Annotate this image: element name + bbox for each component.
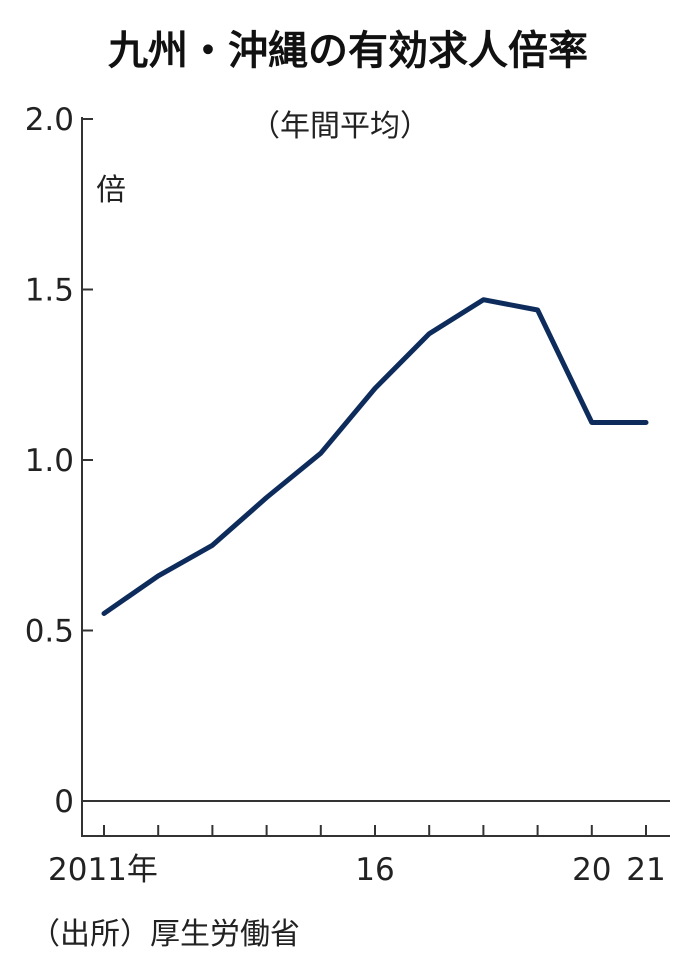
y-tick-label: 1.0 bbox=[25, 443, 74, 479]
x-tick-label: 20 bbox=[572, 852, 611, 888]
y-tick-label: 0.5 bbox=[25, 614, 74, 650]
y-axis-ticks: 0 0.5 1.0 1.5 2.0 bbox=[25, 102, 93, 820]
y-tick-label: 2.0 bbox=[25, 102, 74, 138]
x-tick-label: 2011年 bbox=[48, 852, 158, 888]
series-line-0 bbox=[101, 297, 649, 616]
chart-subtitle: （年間平均） bbox=[250, 109, 430, 144]
axis-frame bbox=[81, 117, 670, 837]
x-tick-label: 21 bbox=[626, 852, 665, 888]
chart-title: 九州・沖縄の有効求人倍率 bbox=[108, 28, 588, 74]
y-tick-label: 1.5 bbox=[25, 273, 74, 309]
y-tick-label: 0 bbox=[54, 784, 74, 820]
x-tick-label: 16 bbox=[355, 852, 394, 888]
y-axis-unit: 倍 bbox=[96, 173, 126, 208]
series-layer bbox=[101, 297, 649, 616]
source-note: （出所）厚生労働省 bbox=[30, 917, 300, 952]
x-axis-ticks: 2011年 16 20 21 bbox=[48, 825, 666, 888]
axes bbox=[81, 117, 670, 837]
